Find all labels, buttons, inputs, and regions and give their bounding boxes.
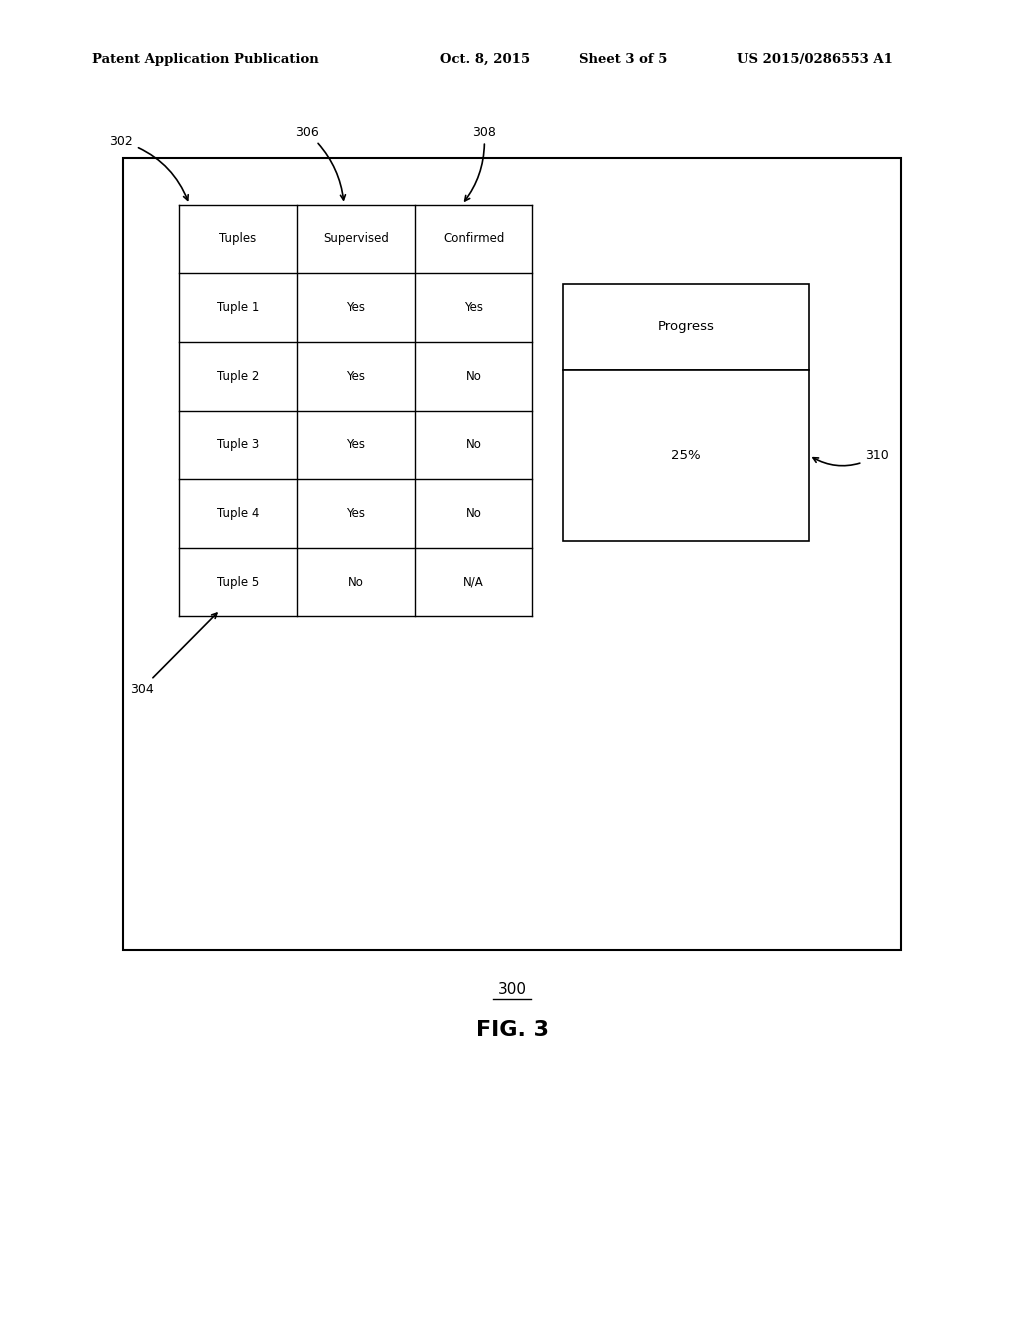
Text: No: No xyxy=(348,576,364,589)
Text: Tuple 3: Tuple 3 xyxy=(217,438,259,451)
Text: No: No xyxy=(466,438,481,451)
Text: Patent Application Publication: Patent Application Publication xyxy=(92,53,318,66)
Bar xyxy=(563,370,809,541)
Text: 300: 300 xyxy=(498,982,526,998)
Text: N/A: N/A xyxy=(463,576,484,589)
Text: Yes: Yes xyxy=(346,370,366,383)
Text: 308: 308 xyxy=(465,125,496,201)
Text: Yes: Yes xyxy=(464,301,483,314)
Bar xyxy=(563,284,809,370)
Text: 304: 304 xyxy=(130,612,217,696)
Text: Sheet 3 of 5: Sheet 3 of 5 xyxy=(579,53,667,66)
Text: 310: 310 xyxy=(813,449,889,466)
Text: Tuple 4: Tuple 4 xyxy=(217,507,259,520)
Text: FIG. 3: FIG. 3 xyxy=(475,1019,549,1040)
Text: Yes: Yes xyxy=(346,507,366,520)
Text: Yes: Yes xyxy=(346,301,366,314)
Bar xyxy=(123,158,901,950)
Text: No: No xyxy=(466,370,481,383)
Text: Tuple 2: Tuple 2 xyxy=(217,370,259,383)
Text: Yes: Yes xyxy=(346,438,366,451)
Text: Confirmed: Confirmed xyxy=(443,232,504,246)
Text: Tuples: Tuples xyxy=(219,232,257,246)
Text: 306: 306 xyxy=(295,125,345,201)
Text: Progress: Progress xyxy=(657,321,715,333)
Text: Tuple 1: Tuple 1 xyxy=(217,301,259,314)
Text: Oct. 8, 2015: Oct. 8, 2015 xyxy=(440,53,530,66)
Text: 25%: 25% xyxy=(672,449,700,462)
Text: Supervised: Supervised xyxy=(323,232,389,246)
Text: Tuple 5: Tuple 5 xyxy=(217,576,259,589)
Text: No: No xyxy=(466,507,481,520)
Text: US 2015/0286553 A1: US 2015/0286553 A1 xyxy=(737,53,893,66)
Text: 302: 302 xyxy=(110,135,188,201)
